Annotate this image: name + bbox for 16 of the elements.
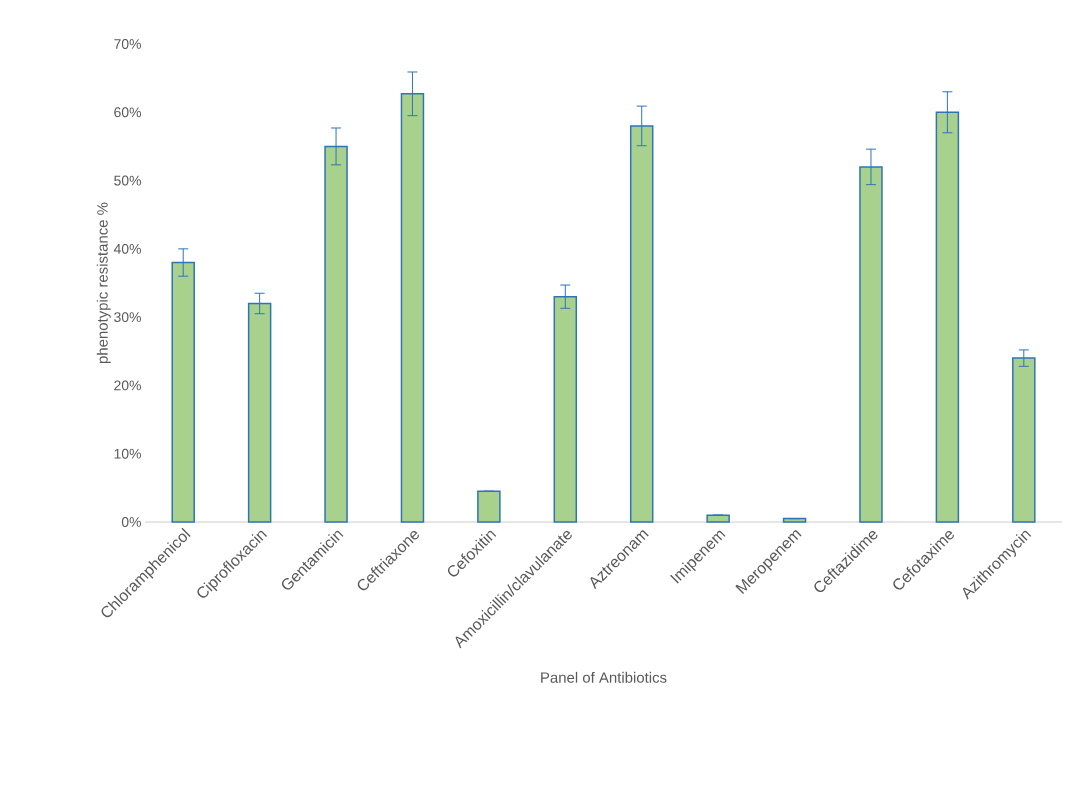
bar [935,111,960,523]
y-tick-label: 40% [113,243,141,254]
y-tick-label: 20% [114,380,141,391]
y-tick-label: 0% [121,517,141,527]
y-tick-label: 30% [114,312,141,323]
bar [247,302,272,523]
y-tick-label: 50% [114,175,141,186]
y-tick-label: 70% [114,39,141,49]
y-axis-title: phenotypic resistance % [96,202,111,364]
bar [477,490,501,523]
bar [706,514,730,523]
bar [324,145,348,523]
y-tick-label: 60% [114,107,141,118]
bar [782,517,807,523]
x-axis-title: Panel of Antibiotics [541,671,667,683]
y-tick-label: 10% [114,448,141,459]
